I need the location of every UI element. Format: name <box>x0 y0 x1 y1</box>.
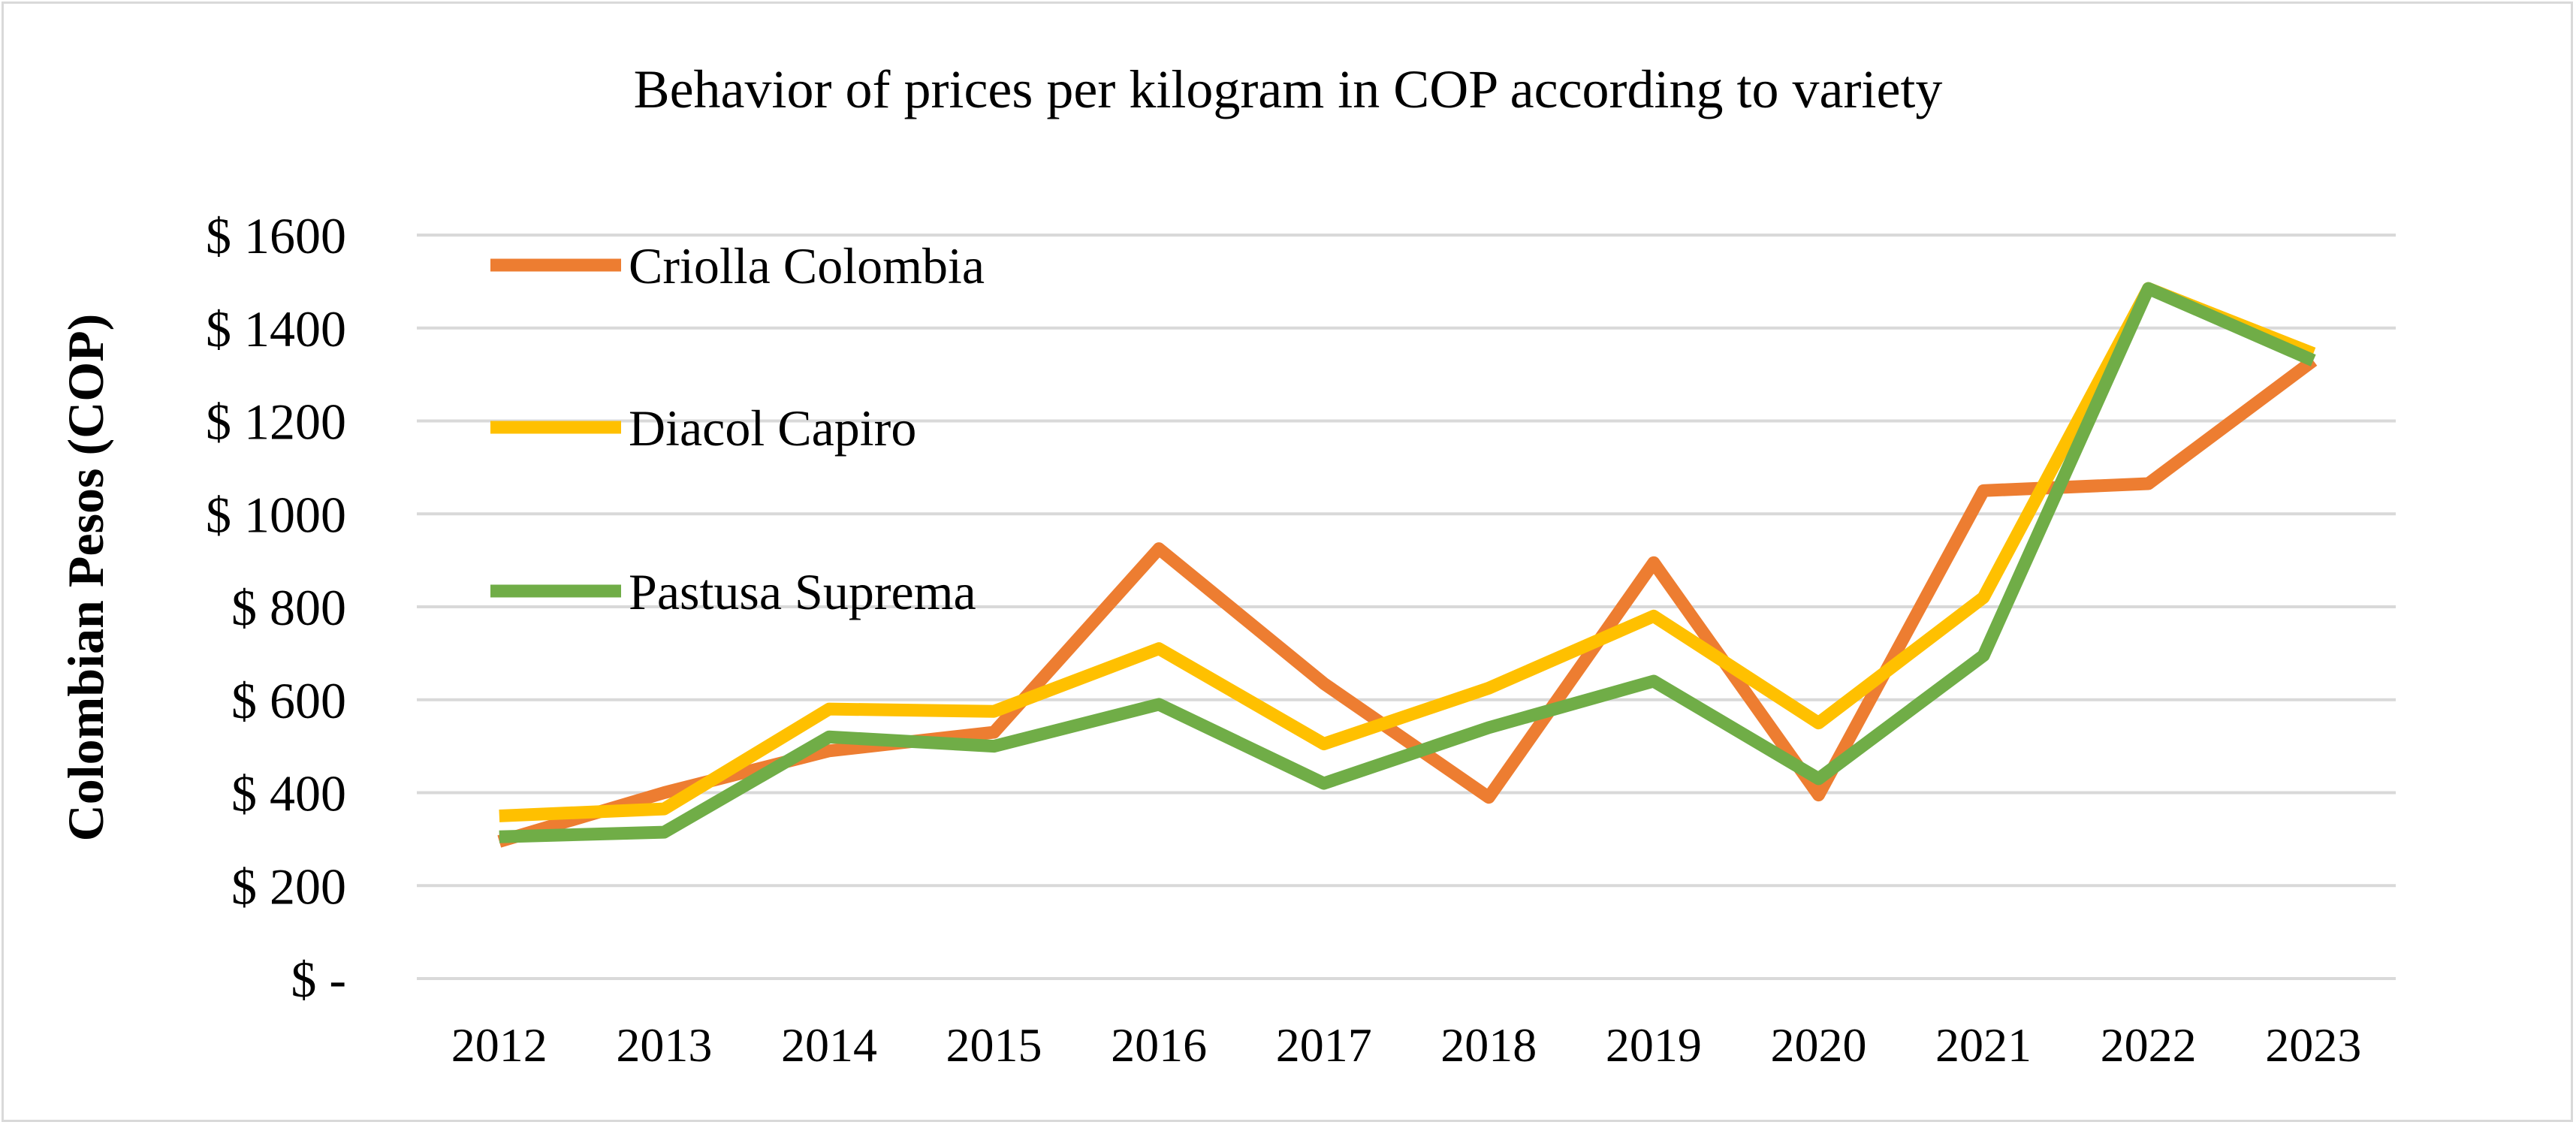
x-tick-label: 2019 <box>1606 1018 1702 1072</box>
gridlines <box>417 234 2396 980</box>
y-tick-label: $ 800 <box>231 579 346 636</box>
legend-entry: Pastusa Suprema <box>490 563 976 620</box>
y-tick-label: $ 1600 <box>206 207 346 264</box>
x-tick-label: 2020 <box>1770 1018 1866 1072</box>
x-tick-label: 2017 <box>1276 1018 1372 1072</box>
y-axis-label: Colombian Pesos (COP) <box>57 314 114 842</box>
legend-entry: Criolla Colombia <box>490 237 985 294</box>
x-tick-label: 2012 <box>451 1018 547 1072</box>
series-line-diacol-capiro <box>499 282 2316 822</box>
legend-label: Diacol Capiro <box>629 400 916 457</box>
x-tick-label: 2015 <box>946 1018 1042 1072</box>
x-tick-label: 2013 <box>616 1018 712 1072</box>
x-tick-label: 2018 <box>1440 1018 1537 1072</box>
y-tick-label: $ 1000 <box>206 486 346 543</box>
y-tick-label: $ 200 <box>231 858 346 915</box>
legend-label: Criolla Colombia <box>629 237 985 294</box>
x-axis-ticks: 2012 2013 2014 2015 2016 2017 2018 2019 2020 2021… <box>451 1018 2361 1072</box>
x-tick-label: 2014 <box>781 1018 877 1072</box>
y-tick-label: $ 1200 <box>206 394 346 451</box>
y-tick-label: $ 400 <box>231 765 346 822</box>
x-tick-label: 2021 <box>1935 1018 2032 1072</box>
y-tick-label: $ 600 <box>231 672 346 729</box>
y-axis-ticks: $ - $ 200 $ 400 $ 600 $ 800 $ 1000 $ 1200 $ 140… <box>206 207 346 1008</box>
series-line-pastusa-suprema <box>499 282 2316 843</box>
series-lines <box>497 282 2318 848</box>
chart-title: Behavior of prices per kilogram in COP a… <box>634 59 1943 119</box>
y-tick-label: $ - <box>291 951 346 1008</box>
x-tick-label: 2022 <box>2101 1018 2197 1072</box>
legend: Criolla Colombia Diacol Capiro Pastusa Sup… <box>490 237 985 620</box>
legend-entry: Diacol Capiro <box>490 400 916 457</box>
x-tick-label: 2016 <box>1111 1018 1207 1072</box>
legend-label: Pastusa Suprema <box>629 563 976 620</box>
x-tick-label: 2023 <box>2265 1018 2361 1072</box>
y-tick-label: $ 1400 <box>206 300 346 357</box>
line-chart: Behavior of prices per kilogram in COP a… <box>57 59 2396 1072</box>
